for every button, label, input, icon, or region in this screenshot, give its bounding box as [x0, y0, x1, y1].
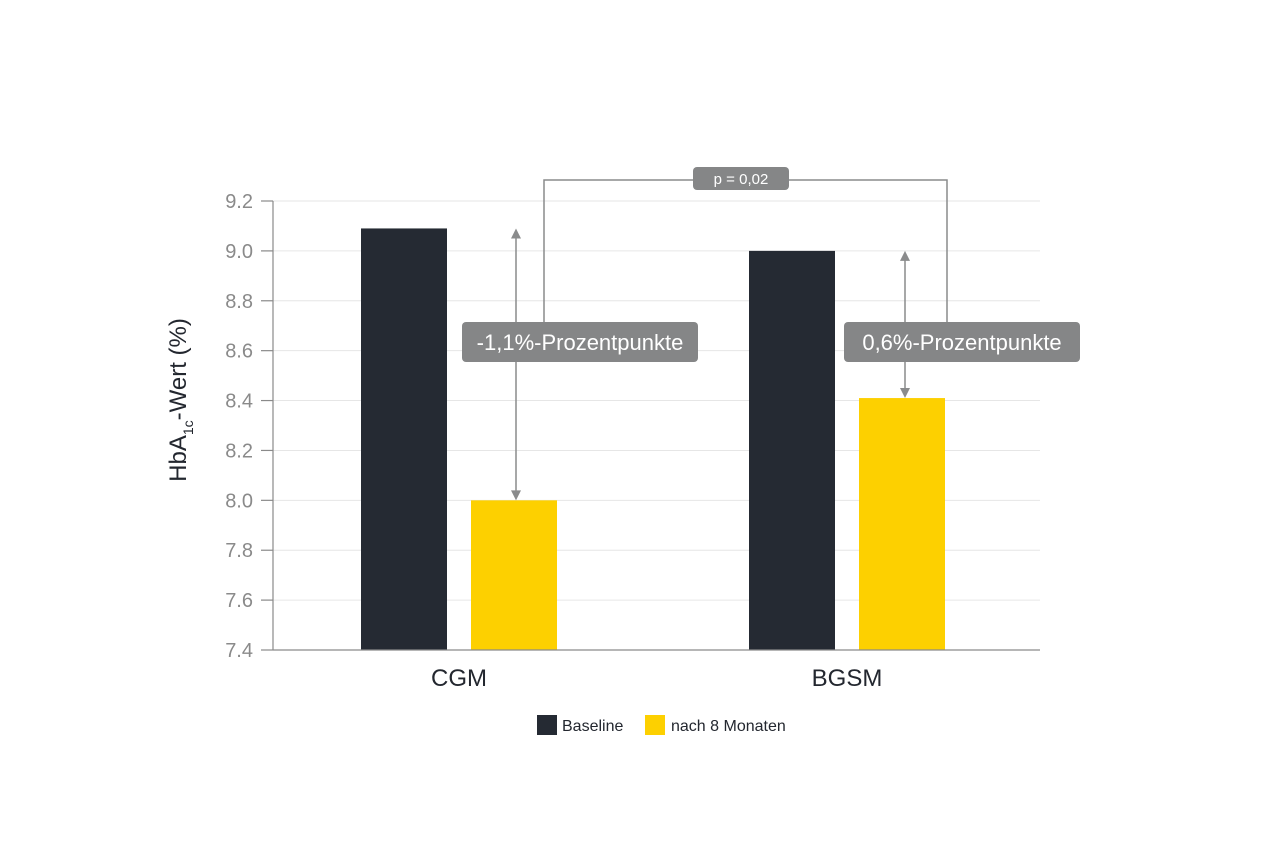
y-tick-label: 7.6 — [225, 590, 253, 612]
arrow-head-down — [511, 490, 521, 501]
y-tick-label: 8.2 — [225, 440, 253, 462]
annotations: -1,1%-Prozentpunkte 0,6%-Prozentpunkte p =… — [462, 167, 1080, 501]
bar-bgsm-after-8-months — [859, 398, 945, 650]
axes: 7.4 7.6 7.8 8.0 8.2 8.4 8.6 8.8 9.0 9.2 CGM BGSM — [225, 191, 1040, 692]
legend: Baseline nach 8 Monaten — [537, 715, 786, 735]
y-axis-label-sub: 1c — [180, 420, 196, 435]
arrow-head-up — [900, 250, 910, 261]
p-value-label: p = 0,02 — [714, 171, 769, 188]
y-tick-label: 7.4 — [225, 640, 253, 662]
y-tick-label: 8.8 — [225, 291, 253, 313]
x-tick-label: BGSM — [812, 665, 883, 692]
difference-label-box — [462, 322, 698, 362]
arrow-head-up — [511, 228, 521, 239]
legend-item-baseline: Baseline — [537, 715, 623, 735]
y-tick-label: 9.2 — [225, 191, 253, 213]
y-axis-label-main: HbA — [165, 435, 192, 482]
x-tick-label: CGM — [431, 665, 487, 692]
arrow-head-down — [900, 388, 910, 399]
significance-bracket: p = 0,02 — [543, 167, 948, 322]
y-tick-label: 8.4 — [225, 391, 253, 413]
difference-label-box — [844, 322, 1080, 362]
y-tick-label: 7.8 — [225, 540, 253, 562]
y-axis-label-rest: -Wert (%) — [165, 318, 192, 420]
p-value-box — [693, 167, 789, 190]
bar-cgm-after-8-months — [471, 500, 557, 650]
y-tick-label: 8.0 — [225, 490, 253, 512]
difference-annotation-bgsm: 0,6%-Prozentpunkte — [844, 250, 1080, 399]
legend-item-after-8-months: nach 8 Monaten — [645, 715, 786, 735]
y-axis-label: HbA1c-Wert (%) — [165, 318, 196, 482]
bar-cgm-baseline — [361, 228, 447, 650]
legend-swatch — [645, 715, 665, 735]
legend-label: nach 8 Monaten — [671, 718, 786, 735]
difference-label: 0,6%-Prozentpunkte — [862, 330, 1061, 355]
bars — [361, 228, 945, 650]
y-tick-label: 9.0 — [225, 241, 253, 263]
bar-bgsm-baseline — [749, 250, 835, 650]
legend-label: Baseline — [562, 718, 623, 735]
difference-label: -1,1%-Prozentpunkte — [477, 330, 684, 355]
legend-swatch — [537, 715, 557, 735]
y-tick-label: 8.6 — [225, 341, 253, 363]
difference-annotation-cgm: -1,1%-Prozentpunkte — [462, 228, 698, 501]
